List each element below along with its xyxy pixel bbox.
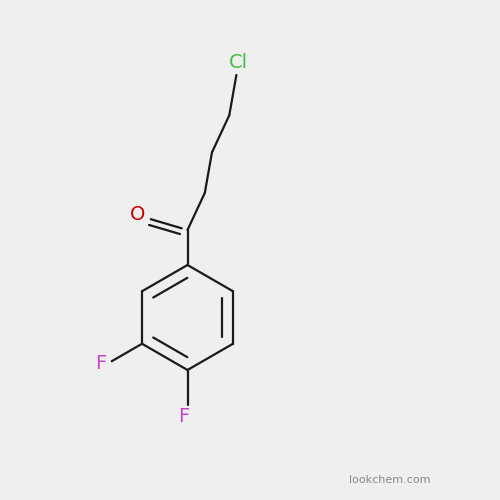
Text: Cl: Cl [230, 53, 248, 72]
Text: lookchem.com: lookchem.com [349, 475, 431, 485]
Text: O: O [130, 206, 145, 225]
Text: F: F [95, 354, 106, 373]
Text: F: F [178, 406, 189, 426]
